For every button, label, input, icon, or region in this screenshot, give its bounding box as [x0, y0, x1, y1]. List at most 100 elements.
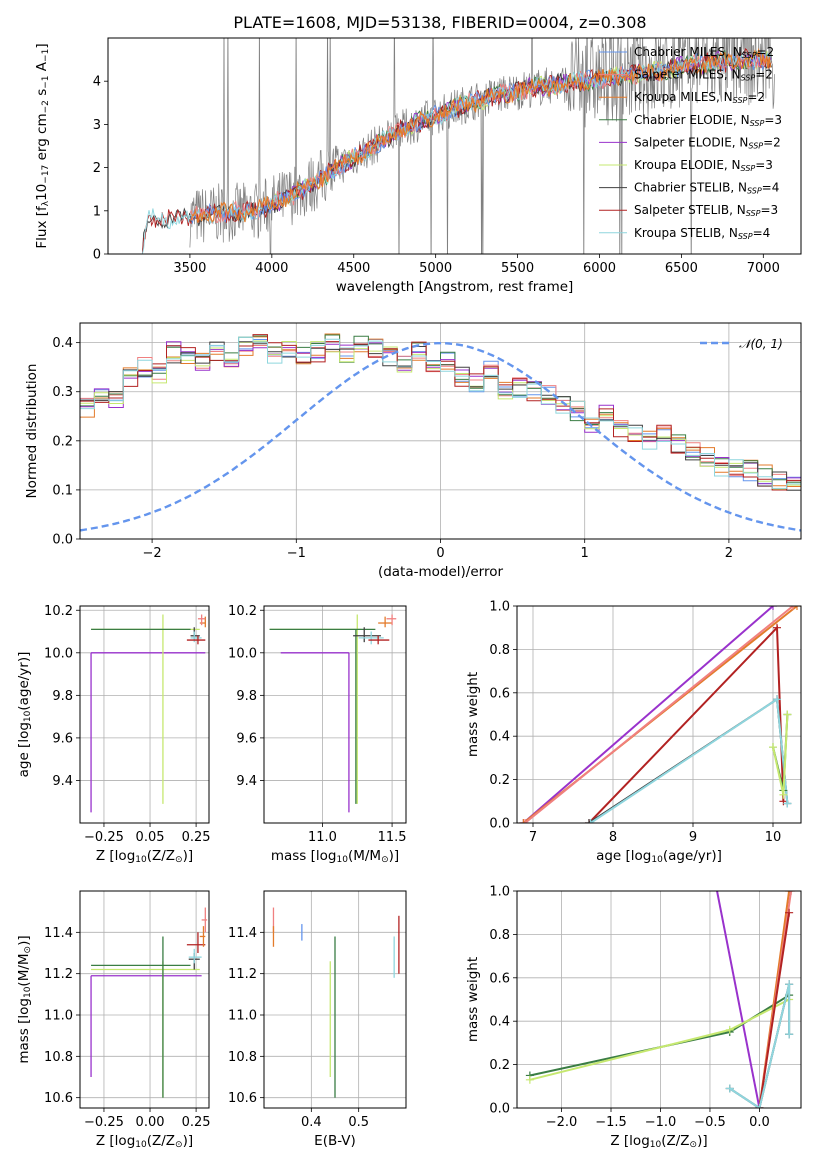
weight-marker-kroupa_miles [519, 819, 528, 823]
x-axis-label: wavelength [Angstrom, rest frame] [336, 279, 574, 295]
x-tick-label: 0.5 [348, 1115, 369, 1130]
y-tick-label: 0.2 [489, 773, 510, 788]
y-tick-label: 9.6 [52, 731, 73, 746]
x-axis-label: age [log10(age/yr)] [596, 848, 722, 865]
spectrum-plot-area [141, 38, 775, 254]
age_vs_Z-axes: −0.25 0.05 0.259.49.69.810.010.2Z [log10(Z… [16, 604, 211, 865]
label-part: (Z/Z [147, 848, 175, 864]
label-part: 10 [135, 855, 147, 865]
y-tick-label: 0.4 [489, 730, 510, 745]
y-tick-label: 11.4 [44, 926, 73, 941]
y-tick-label: 1.0 [489, 885, 510, 900]
y-tick-label: 0.4 [52, 336, 73, 351]
y-tick-label: 10.6 [44, 1091, 73, 1106]
label-part: 10 [23, 986, 33, 998]
legend-eq: =3 [755, 158, 773, 172]
legend-text: Salpeter ELODIE, N [634, 135, 748, 149]
legend-text: Kroupa STELIB, N [634, 226, 738, 240]
legend-text: Chabrier ELODIE, N [634, 113, 750, 127]
label-part: 10 [135, 1140, 147, 1150]
mass_vs_ebv-plot-area [272, 907, 400, 1098]
y-tick-label: 0.6 [489, 971, 510, 986]
weight-line-salpeter_stelib [588, 625, 785, 823]
label-part: mass [log [271, 848, 337, 864]
label-part: Z [log [610, 1133, 649, 1149]
x-tick-label: 0.0 [749, 1115, 770, 1130]
x-axis-label: (data-model)/error [378, 564, 504, 580]
x-tick-label: 6500 [665, 261, 698, 276]
y-tick-label: 3 [93, 118, 101, 133]
y-tick-label: 0.3 [52, 385, 73, 400]
legend-sub: SSP [742, 51, 757, 60]
x-tick-label: 0 [436, 546, 444, 561]
x-tick-label: −2.0 [546, 1115, 578, 1130]
y-tick-label: 10.8 [228, 1050, 257, 1065]
legend-label-salpeter_miles: Salpeter MILES, NSSP=2 [634, 68, 773, 83]
y-axis-label: mass weight [465, 672, 481, 757]
x-tick-label: 7000 [747, 261, 780, 276]
label-part: A [34, 61, 50, 75]
age_vs_mass-plot-area [269, 614, 397, 813]
legend-text: Salpeter MILES, N [634, 68, 741, 82]
label-part: ⊙ [23, 946, 33, 954]
x-tick-label: −0.25 [84, 1115, 124, 1130]
legend-eq: =3 [760, 203, 778, 217]
legend-gaussian-label: 𝒩(0, 1) [739, 337, 783, 351]
weight-marker-salpeter_elodie [769, 606, 777, 610]
label-part: Z [log [96, 1133, 135, 1149]
legend-sub: SSP [750, 119, 765, 128]
x-tick-label: 10 [765, 830, 782, 845]
weight-line-salpeter_miles [524, 606, 794, 823]
y-tick-label: 1 [93, 204, 101, 219]
axes-frame [263, 605, 407, 824]
label-part: 10 [651, 855, 663, 865]
y-tick-label: 11.2 [228, 967, 257, 982]
label-part: )] [389, 848, 400, 864]
legend-sub: SSP [747, 187, 762, 196]
x-tick-label: 0.05 [136, 830, 165, 845]
label-part: (age/yr)] [663, 848, 722, 864]
histogram-kroupa_miles [80, 333, 801, 495]
y-tick-label: 10.6 [228, 1091, 257, 1106]
label-part: age [log [596, 848, 651, 864]
residuals-plot-area [80, 333, 801, 532]
legend-sub: SSP [741, 164, 756, 173]
y-tick-label: 0.0 [489, 1102, 510, 1117]
y-tick-label: 2 [93, 161, 101, 176]
x-tick-label: −1 [287, 546, 306, 561]
figure-title: PLATE=1608, MJD=53138, FIBERID=0004, z=0… [233, 13, 646, 32]
x-tick-label: 5500 [501, 261, 534, 276]
y-tick-label: 1.0 [489, 600, 510, 615]
legend-label-salpeter_elodie: Salpeter ELODIE, NSSP=2 [634, 135, 781, 150]
y-axis-label: age [log10(age/yr)] [16, 652, 33, 778]
x-tick-label: 4500 [337, 261, 370, 276]
weight-marker-kroupa_elodie [725, 1025, 734, 1034]
y-tick-label: 4 [93, 75, 101, 90]
x-axis-label: Z [log10(Z/Z⊙)] [96, 1133, 193, 1150]
y-tick-label: 0.6 [489, 686, 510, 701]
y-tick-label: 0.4 [489, 1015, 510, 1030]
label-part: )] [16, 935, 32, 946]
legend-label-chabrier_elodie: Chabrier ELODIE, NSSP=3 [634, 113, 782, 128]
weight-marker-salpeter_elodie [711, 876, 719, 884]
x-tick-label: 0.25 [182, 830, 211, 845]
axes-frame [516, 890, 802, 1109]
weight-marker-kroupa_elodie [769, 743, 777, 752]
legend-sub: SSP [733, 96, 748, 105]
label-part: ⊙ [690, 1140, 698, 1150]
weight-marker-salpeter_miles [787, 891, 796, 895]
x-tick-label: 7 [529, 830, 537, 845]
weight-marker-kroupa_miles [785, 891, 794, 895]
x-axis-label: E(B-V) [314, 1133, 356, 1149]
weight-marker-kroupa_stelib [785, 980, 794, 989]
y-tick-label: 10.2 [44, 604, 73, 619]
weight-line-salpeter_elodie [522, 606, 774, 823]
x-tick-label: 5000 [419, 261, 452, 276]
label-part: age [log [16, 722, 32, 777]
legend-label-salpeter_stelib: Salpeter STELIB, NSSP=3 [634, 203, 778, 218]
y-tick-label: 0 [93, 248, 101, 263]
weight-marker-kroupa_elodie [783, 710, 792, 719]
label-part: −2 [41, 100, 51, 113]
x-tick-label: 8 [609, 830, 617, 845]
legend-eq: =2 [747, 90, 765, 104]
